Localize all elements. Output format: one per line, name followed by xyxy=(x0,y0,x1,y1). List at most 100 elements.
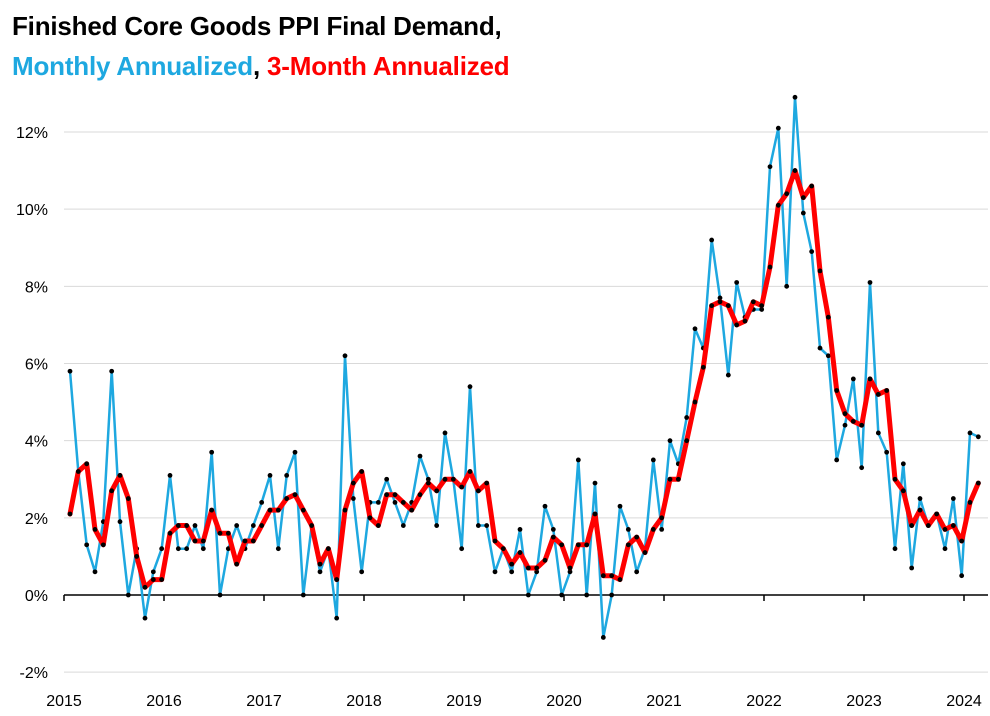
data-point-3-month xyxy=(234,561,240,567)
data-point-monthly xyxy=(159,546,165,552)
data-point-3-month xyxy=(725,303,731,309)
data-point-monthly xyxy=(509,569,515,575)
data-point-3-month xyxy=(259,523,265,528)
data-point-3-month xyxy=(109,488,115,494)
data-point-3-month xyxy=(509,561,515,567)
data-point-monthly xyxy=(725,372,731,378)
data-point-monthly xyxy=(334,615,340,621)
data-point-monthly xyxy=(192,523,198,528)
data-point-3-month xyxy=(700,364,706,370)
data-point-monthly xyxy=(442,430,448,436)
data-point-3-month xyxy=(784,191,790,197)
data-point-monthly xyxy=(859,465,865,471)
data-point-3-month xyxy=(659,515,665,521)
data-point-3-month xyxy=(809,183,815,189)
data-point-monthly xyxy=(884,449,890,455)
data-point-monthly xyxy=(425,476,431,482)
subtitle-monthly-label: Monthly Annualized xyxy=(12,51,253,81)
data-point-3-month xyxy=(775,202,781,208)
data-point-monthly xyxy=(284,472,290,478)
data-point-monthly xyxy=(784,283,790,289)
data-point-monthly xyxy=(559,592,565,598)
data-point-3-month xyxy=(100,542,106,548)
data-point-3-month xyxy=(817,268,823,274)
data-point-monthly xyxy=(850,376,856,382)
data-point-3-month xyxy=(384,492,390,498)
series-group xyxy=(67,94,981,640)
data-point-monthly xyxy=(600,635,606,640)
data-point-monthly xyxy=(625,527,631,532)
data-point-3-month xyxy=(559,542,565,548)
data-point-3-month xyxy=(517,550,523,555)
x-tick-label: 2019 xyxy=(446,693,482,710)
data-point-monthly xyxy=(634,569,640,575)
data-point-monthly xyxy=(542,503,548,509)
data-point-3-month xyxy=(409,507,415,513)
data-point-3-month xyxy=(242,538,248,544)
data-point-3-month xyxy=(334,577,340,582)
data-point-monthly xyxy=(200,546,206,552)
data-point-3-month xyxy=(959,538,965,544)
data-point-3-month xyxy=(934,511,940,517)
data-point-monthly xyxy=(125,592,131,598)
data-point-monthly xyxy=(684,415,690,420)
data-point-3-month xyxy=(325,546,331,552)
data-point-monthly xyxy=(234,523,240,528)
y-tick-label: 4% xyxy=(25,434,48,451)
data-point-3-month xyxy=(867,376,873,382)
data-point-monthly xyxy=(775,125,781,131)
data-point-3-month xyxy=(425,480,431,486)
data-point-monthly xyxy=(917,496,923,501)
data-point-monthly xyxy=(267,472,273,478)
y-tick-label: -2% xyxy=(20,665,48,682)
data-point-monthly xyxy=(942,546,948,552)
data-point-monthly xyxy=(84,542,90,548)
data-point-3-month xyxy=(875,391,881,397)
data-point-3-month xyxy=(692,399,698,405)
data-point-monthly xyxy=(842,422,848,428)
data-point-monthly xyxy=(384,476,390,482)
data-point-monthly xyxy=(609,592,615,598)
data-point-3-month xyxy=(950,523,956,528)
data-point-3-month xyxy=(675,476,681,482)
data-point-monthly xyxy=(809,249,815,255)
x-tick-label: 2018 xyxy=(346,693,382,710)
data-point-3-month xyxy=(475,488,481,494)
subtitle-separator: , xyxy=(252,51,268,81)
data-point-monthly xyxy=(825,353,831,359)
data-point-3-month xyxy=(575,542,581,548)
data-point-monthly xyxy=(209,449,215,455)
data-point-monthly xyxy=(975,434,981,440)
data-point-3-month xyxy=(367,515,373,521)
data-point-monthly xyxy=(459,546,465,552)
data-point-monthly xyxy=(525,592,531,598)
data-point-monthly xyxy=(550,527,556,532)
data-point-monthly xyxy=(717,295,723,301)
data-point-monthly xyxy=(300,592,306,598)
x-axis: 2015 2016 2017 2018 2019 2020 2021 2022 2023 2024 xyxy=(46,594,988,710)
data-point-3-month xyxy=(534,565,540,571)
x-tick-label: 2017 xyxy=(246,693,282,710)
data-point-3-month xyxy=(200,538,206,544)
data-point-monthly xyxy=(359,569,365,575)
chart-title: Finished Core Goods PPI Final Demand, xyxy=(12,11,502,41)
data-point-3-month xyxy=(150,577,156,582)
data-point-monthly xyxy=(184,546,190,552)
data-point-3-month xyxy=(67,511,73,517)
x-tick-label: 2021 xyxy=(646,693,682,710)
data-point-monthly xyxy=(734,280,740,285)
data-point-monthly xyxy=(767,164,773,170)
data-point-monthly xyxy=(892,546,898,552)
data-point-3-month xyxy=(584,542,590,548)
data-point-monthly xyxy=(800,210,806,216)
data-point-3-month xyxy=(842,411,848,417)
data-point-3-month xyxy=(284,496,290,501)
data-point-3-month xyxy=(942,527,948,532)
data-point-monthly xyxy=(967,430,973,436)
data-point-monthly xyxy=(709,237,715,243)
data-point-monthly xyxy=(484,523,490,528)
data-point-3-month xyxy=(667,476,673,482)
data-point-monthly xyxy=(592,480,598,486)
data-point-3-month xyxy=(125,496,131,501)
data-point-3-month xyxy=(492,538,498,544)
